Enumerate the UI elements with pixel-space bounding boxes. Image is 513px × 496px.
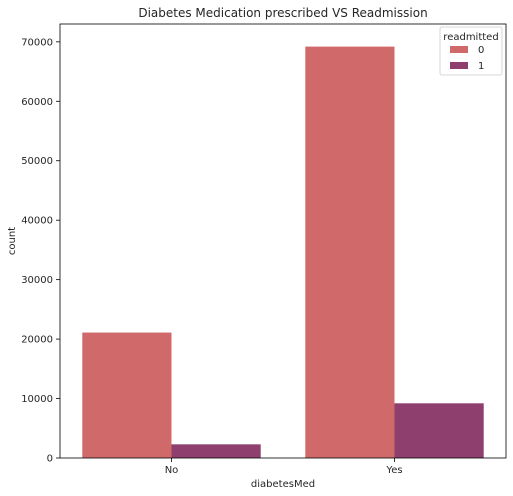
legend-label-0: 0 bbox=[478, 45, 484, 56]
x-tick-label: No bbox=[165, 465, 179, 476]
y-tick-label: 40000 bbox=[21, 216, 53, 227]
y-tick-label: 10000 bbox=[21, 394, 53, 405]
y-tick-label: 30000 bbox=[21, 275, 53, 286]
legend: readmitted 0 1 bbox=[439, 26, 503, 76]
plot-frame bbox=[59, 23, 507, 459]
y-tick-label: 50000 bbox=[21, 156, 53, 167]
x-axis-label: diabetesMed bbox=[251, 479, 315, 490]
y-tick-label: 20000 bbox=[21, 335, 53, 346]
bars-layer bbox=[82, 46, 484, 458]
x-axis: No Yes bbox=[165, 458, 403, 476]
bar-yes-readmitted-1 bbox=[394, 403, 484, 458]
bar-no-readmitted-1 bbox=[171, 444, 261, 458]
legend-title: readmitted bbox=[443, 32, 498, 43]
y-tick-label: 60000 bbox=[21, 97, 53, 108]
x-tick-label: Yes bbox=[385, 465, 402, 476]
chart-title: Diabetes Medication prescribed VS Readmi… bbox=[138, 6, 427, 20]
bar-no-readmitted-0 bbox=[82, 332, 172, 458]
y-tick-label: 0 bbox=[47, 454, 53, 465]
bar-yes-readmitted-0 bbox=[305, 46, 395, 458]
legend-swatch-1 bbox=[450, 62, 468, 69]
y-axis-label: count bbox=[7, 227, 18, 255]
legend-label-1: 1 bbox=[478, 61, 484, 72]
legend-swatch-0 bbox=[450, 46, 468, 53]
y-tick-label: 70000 bbox=[21, 37, 53, 48]
y-axis: 0 10000 20000 30000 40000 50000 60000 70000 bbox=[21, 37, 60, 465]
